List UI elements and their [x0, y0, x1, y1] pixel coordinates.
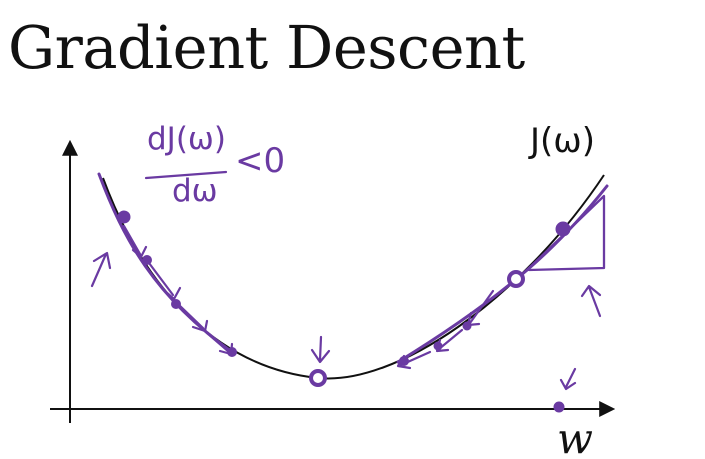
w-pointer-arrow-icon: [559, 367, 577, 391]
gradient-points: [117, 210, 571, 413]
point-left-4: [227, 347, 237, 357]
point-left-2: [142, 255, 152, 265]
point-minimum: [309, 369, 327, 387]
derivative-numerator-label: dJ(ω): [147, 121, 226, 157]
point-right-3: [462, 321, 472, 331]
x-axis-label: w: [557, 414, 593, 459]
fraction-bar: [144, 170, 228, 180]
step-arrow-3: [176, 302, 209, 333]
point-left-1: [117, 210, 131, 224]
tangent-pointer-arrow-icon: [580, 284, 602, 318]
point-right-5: [399, 356, 409, 366]
right-descent-path: [396, 184, 609, 364]
minimum-pointer-arrow-icon: [310, 335, 331, 364]
step-arrow-1: [122, 224, 148, 259]
derivative-denominator-label: dω: [172, 173, 218, 209]
point-left-3: [171, 299, 181, 309]
point-right-4: [433, 341, 443, 351]
step-arrow-2: [147, 261, 182, 301]
axis-w-marker: [553, 401, 565, 413]
slide-title: Gradient Descent: [8, 13, 525, 82]
point-right-1: [555, 221, 571, 237]
derivative-relation-label: <0: [235, 141, 285, 181]
cost-function-label: J(ω): [528, 121, 595, 161]
step-arrow-5: [466, 289, 495, 327]
point-right-2: [507, 270, 525, 288]
annotation-layer: [90, 170, 609, 391]
left-direction-arrow-icon: [90, 251, 112, 288]
